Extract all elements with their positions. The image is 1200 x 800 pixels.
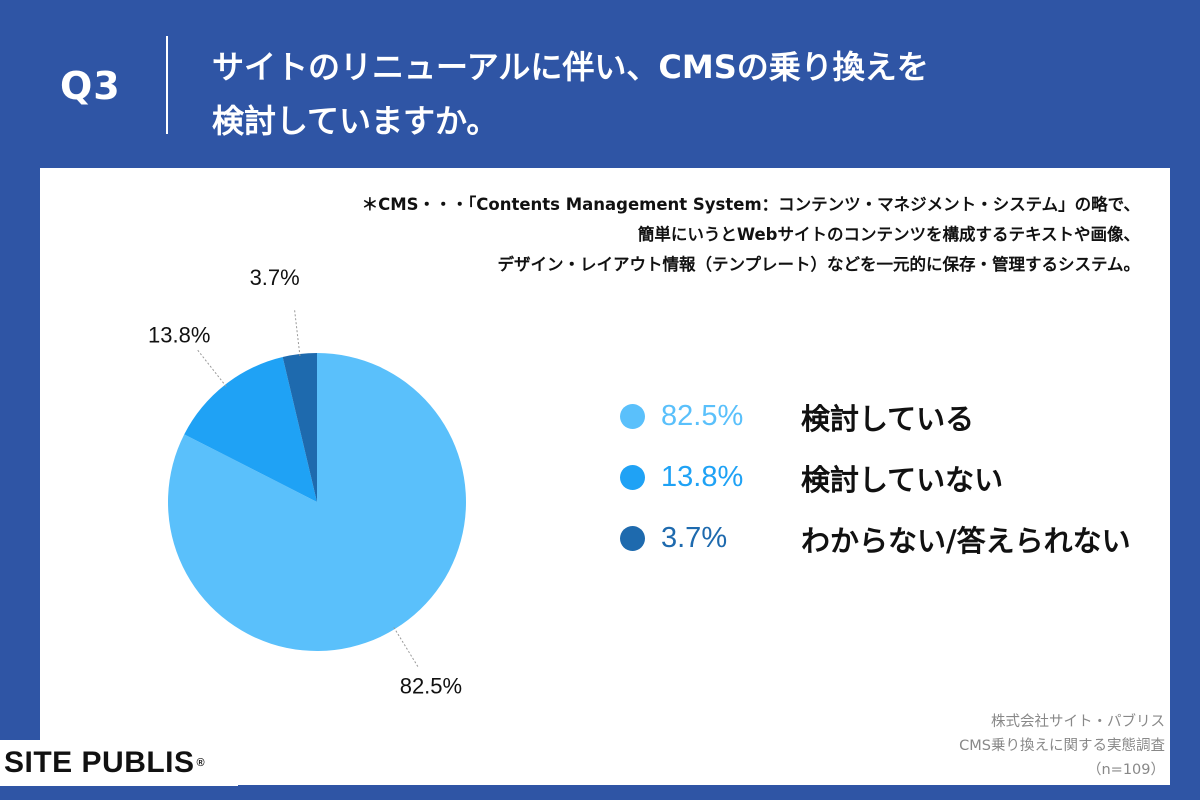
legend-dot-considering [620, 404, 645, 429]
pie-leader-line [196, 349, 227, 387]
question-title: サイトのリニューアルに伴い、CMSの乗り換えを 検討していますか。 [212, 40, 1112, 148]
pie-label-unknown: 3.7% [250, 265, 300, 290]
legend-label-not-considering: 検討していない [801, 462, 1004, 497]
legend-dot-not-considering [620, 465, 645, 490]
header: Q3 サイトのリニューアルに伴い、CMSの乗り換えを 検討していますか。 [0, 0, 1200, 168]
question-line-1: サイトのリニューアルに伴い、CMSの乗り換えを [212, 48, 929, 86]
cms-note-line-2: 簡単にいうとWebサイトのコンテンツを構成するテキストや画像、 [637, 225, 1140, 244]
pie-chart: 82.5% 13.8% 3.7% [148, 265, 466, 699]
cms-note-line-1: ＊CMS・・・「Contents Management System：コンテンツ… [361, 195, 1140, 214]
legend-dot-unknown [620, 526, 645, 551]
source-note: 株式会社サイト・パブリス CMS乗り換えに関する実態調査 （n=109） [959, 710, 1165, 782]
source-line-1: 株式会社サイト・パブリス [991, 714, 1165, 730]
pie-slice-unknown [282, 353, 317, 502]
legend-label-unknown: わからない/答えられない [801, 523, 1131, 558]
cms-note: ＊CMS・・・「Contents Management System：コンテンツ… [220, 190, 1140, 280]
legend-pct-considering: 82.5% [661, 400, 744, 432]
brand-name: SITE PUBLIS [4, 746, 195, 779]
legend-item-not-considering: 13.8% 検討していない [618, 447, 1158, 508]
pie-leader-line [393, 627, 419, 668]
legend-item-unknown: 3.7% わからない/答えられない [618, 508, 1158, 569]
chart-card: ＊CMS・・・「Contents Management System：コンテンツ… [40, 168, 1170, 785]
legend-label-considering: 検討している [801, 401, 975, 436]
question-line-2: 検討していますか。 [212, 102, 499, 140]
legend-item-considering: 82.5% 検討している [618, 386, 1158, 447]
question-number: Q3 [60, 64, 121, 108]
pie-leader-line [294, 309, 301, 357]
header-divider [166, 36, 168, 134]
brand-registered-mark: ® [196, 757, 206, 769]
pie-label-considering: 82.5% [400, 674, 462, 699]
pie-slice-not-considering [184, 357, 317, 502]
pie-label-not-considering: 13.8% [148, 323, 210, 348]
source-line-2: CMS乗り換えに関する実態調査 [959, 738, 1165, 754]
source-line-3: （n=109） [1086, 762, 1165, 778]
cms-note-line-3: デザイン・レイアウト情報（テンプレート）などを一元的に保存・管理するシステム。 [497, 255, 1140, 274]
site-publis-logo: SITE PUBLIS ® [0, 740, 238, 786]
legend-pct-unknown: 3.7% [661, 522, 728, 554]
legend-pct-not-considering: 13.8% [661, 461, 744, 493]
legend: 82.5% 検討している 13.8% 検討していない 3.7% わからない/答え… [618, 386, 1158, 569]
